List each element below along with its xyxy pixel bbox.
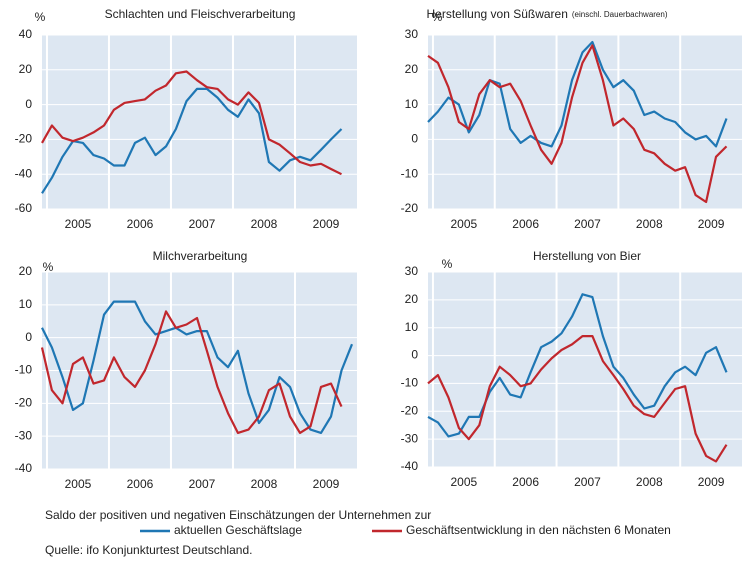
y-tick-label: 20 <box>405 62 419 76</box>
x-tick-label: 2005 <box>65 477 92 491</box>
x-tick-label: 2007 <box>189 477 216 491</box>
y-tick-label: -40 <box>15 166 33 180</box>
plot-area <box>428 272 742 467</box>
chart-title-text: Herstellung von Süßwaren <box>426 7 567 21</box>
x-tick-label: 2009 <box>698 475 725 489</box>
chart-title: Herstellung von Süßwaren (einschl. Dauerb… <box>426 7 667 21</box>
y-tick-label: 30 <box>405 27 419 41</box>
x-tick-label: 2006 <box>512 217 539 231</box>
y-tick-label: 10 <box>405 97 419 111</box>
chart-title: Schlachten und Fleischverarbeitung <box>105 7 296 21</box>
x-tick-label: 2006 <box>127 477 154 491</box>
x-tick-label: 2008 <box>636 475 663 489</box>
y-tick-label: 0 <box>25 330 32 344</box>
chart-title: Herstellung von Bier <box>533 249 641 263</box>
y-tick-label: 40 <box>19 27 33 41</box>
legend-label: aktuellen Geschäftslage <box>174 523 302 537</box>
legend-intro: Saldo der positiven und negativen Einsch… <box>45 508 431 522</box>
x-tick-label: 2005 <box>450 475 477 489</box>
y-tick-label: -10 <box>15 363 33 377</box>
series-line <box>41 70 342 176</box>
chart-subtitle: (einschl. Dauerbachwaren) <box>572 10 668 19</box>
series-line <box>427 335 728 463</box>
series-line <box>427 40 728 148</box>
y-tick-label: -60 <box>15 201 33 215</box>
series-line <box>41 300 354 434</box>
plot-area <box>42 35 357 209</box>
y-tick-label: -10 <box>401 376 419 390</box>
y-tick-label: 0 <box>411 132 418 146</box>
series-line <box>40 310 343 434</box>
chart-title-text: Milchverarbeitung <box>153 249 248 263</box>
series-line <box>41 87 343 194</box>
y-tick-label: -30 <box>15 428 33 442</box>
x-tick-label: 2006 <box>127 217 154 231</box>
x-tick-label: 2007 <box>574 475 601 489</box>
y-tick-label: -40 <box>401 459 419 473</box>
x-tick-label: 2008 <box>636 217 663 231</box>
y-axis-unit: % <box>432 10 443 24</box>
chart-title-text: Schlachten und Fleischverarbeitung <box>105 7 296 21</box>
y-tick-label: 10 <box>19 297 33 311</box>
source: Quelle: ifo Konjunkturtest Deutschland. <box>45 543 252 557</box>
y-axis-unit: % <box>442 257 453 271</box>
y-tick-label: -20 <box>401 403 419 417</box>
chart-title-text: Herstellung von Bier <box>533 249 641 263</box>
x-tick-label: 2005 <box>450 217 477 231</box>
y-axis-unit: % <box>43 260 54 274</box>
y-tick-label: -20 <box>401 201 419 215</box>
y-tick-label: -10 <box>401 166 419 180</box>
y-tick-label: 20 <box>405 292 419 306</box>
series-line <box>427 293 728 438</box>
chart-title: Milchverarbeitung <box>153 249 248 263</box>
x-tick-label: 2007 <box>574 217 601 231</box>
legend-label: Geschäftsentwicklung in den nächsten 6 M… <box>406 523 671 537</box>
y-tick-label: -30 <box>401 431 419 445</box>
y-tick-label: 20 <box>19 62 33 76</box>
y-tick-label: 0 <box>411 348 418 362</box>
y-tick-label: -40 <box>15 461 33 475</box>
y-tick-label: 20 <box>19 264 33 278</box>
y-tick-label: 0 <box>25 97 32 111</box>
x-tick-label: 2008 <box>251 477 278 491</box>
x-tick-label: 2007 <box>189 217 216 231</box>
x-tick-label: 2008 <box>251 217 278 231</box>
x-tick-label: 2005 <box>65 217 92 231</box>
x-tick-label: 2009 <box>313 217 340 231</box>
x-tick-label: 2006 <box>512 475 539 489</box>
x-tick-label: 2009 <box>313 477 340 491</box>
y-tick-label: 10 <box>405 320 419 334</box>
y-tick-label: 30 <box>405 264 419 278</box>
x-tick-label: 2009 <box>698 217 725 231</box>
series-line <box>427 44 728 204</box>
y-tick-label: -20 <box>15 132 33 146</box>
y-tick-label: -20 <box>15 396 33 410</box>
y-axis-unit: % <box>35 10 46 24</box>
